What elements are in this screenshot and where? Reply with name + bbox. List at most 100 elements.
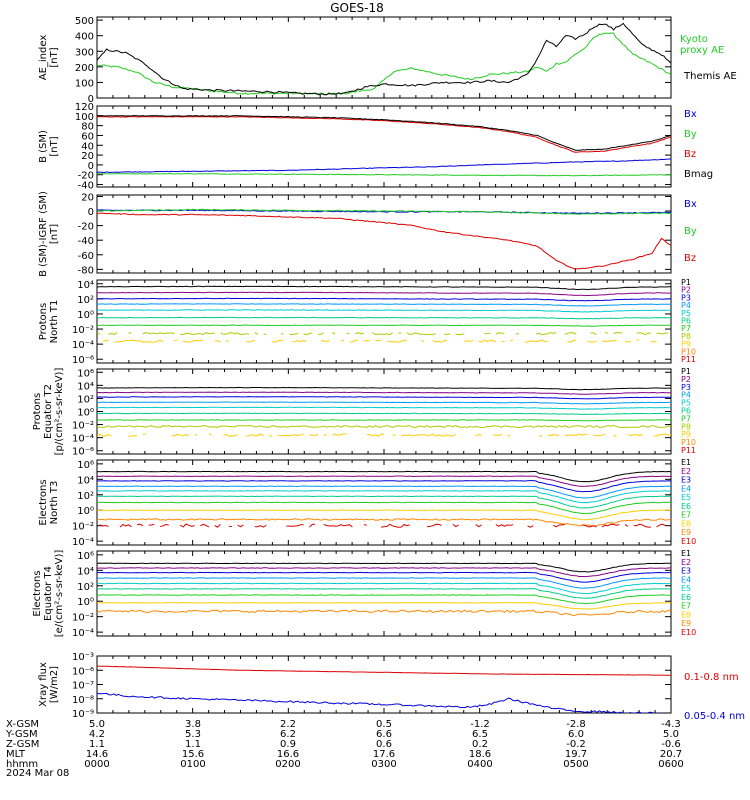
channel-line-e9	[97, 609, 671, 617]
footer-value: -0.2	[566, 739, 586, 750]
channel-line-p2	[97, 391, 671, 395]
footer-row-label: hhmm	[6, 759, 38, 770]
channel-line-e10	[254, 524, 267, 528]
channel-line-p9	[401, 433, 457, 437]
panel-pe: 10⁶ 10⁴ 10² 10⁰ 10⁻² 10⁻⁴ 10⁻⁶ Protons Equator T…	[32, 367, 696, 458]
footer-value: 0.2	[472, 739, 488, 750]
series-line-themis-ae	[97, 22, 671, 96]
series-line-bz	[97, 115, 671, 153]
channel-line-e10	[159, 523, 169, 528]
channel-line-e8	[97, 601, 671, 610]
legend-label: P3	[681, 293, 691, 302]
channel-line-p9	[142, 433, 146, 435]
y-tick-label: 10²	[77, 394, 94, 405]
legend-label: E9	[681, 619, 691, 628]
channel-line-p9	[183, 339, 204, 343]
y-tick-label: 10⁰	[77, 310, 94, 321]
channel-line-p9	[567, 339, 577, 343]
y-tick-label: 10⁻⁶	[72, 447, 94, 458]
legend-label: E7	[681, 511, 691, 520]
channel-line-e10	[452, 523, 459, 528]
y-axis-label: B (SM)	[38, 130, 49, 163]
channel-line-e10	[624, 523, 629, 527]
channel-line-p9	[171, 433, 190, 437]
y-tick-label: 10⁴	[77, 280, 94, 291]
footer-value: 17.6	[373, 749, 395, 760]
channel-line-p9	[538, 435, 543, 437]
channel-line-p9	[246, 339, 256, 343]
channel-line-e10	[200, 523, 210, 528]
channel-line-p9	[475, 434, 482, 437]
y-axis-label: Electrons	[38, 479, 49, 525]
y-tick-label: 10⁻⁶	[72, 355, 94, 366]
series-group	[97, 470, 671, 528]
y-tick-label: 10⁰	[77, 597, 94, 608]
channel-line-p9	[320, 339, 330, 343]
y-axis-label: Protons	[32, 393, 43, 430]
channel-line-p9	[114, 339, 164, 343]
channel-line-e10	[309, 523, 316, 528]
series-line-bmag	[97, 115, 671, 151]
y-tick-label: 0	[88, 207, 94, 218]
footer-value: 0.5	[376, 719, 392, 730]
y-axis-label: [W/m2]	[49, 666, 60, 703]
channel-line-p9	[547, 433, 560, 437]
y-tick-label: 10⁶	[77, 460, 94, 471]
channel-line-p8	[128, 332, 132, 334]
y-tick-label: 80	[81, 122, 94, 133]
channel-line-p9	[225, 339, 230, 343]
channel-line-p7	[97, 419, 671, 422]
y-axis-label: [nT]	[49, 47, 60, 67]
footer-value: 0100	[180, 759, 205, 770]
channel-line-e5	[97, 582, 671, 595]
y-tick-label: 10⁻⁷	[72, 681, 94, 692]
channel-line-p8	[317, 332, 324, 335]
legend-label: P4	[681, 391, 691, 400]
legend-label: P2	[681, 375, 691, 384]
channel-line-p9	[102, 339, 109, 342]
legend-label: By	[684, 129, 697, 140]
channel-line-p8	[495, 332, 505, 335]
legend-label: E6	[681, 593, 691, 602]
footer-row-label: MLT	[6, 749, 26, 760]
footer-value: 1.1	[89, 739, 105, 750]
legend-label: E8	[681, 610, 691, 619]
panel-bigrf: 20 0 -20 -40 -60 -80 B (SM)-IGRF (SM) [nT] Bx By B…	[38, 191, 697, 277]
channel-line-p8	[444, 333, 451, 335]
channel-line-e10	[286, 524, 304, 527]
legend-label: P9	[681, 430, 691, 439]
legend-label: P9	[681, 340, 691, 349]
panel-frame	[96, 368, 672, 455]
channel-line-p9	[340, 339, 344, 342]
legend-label: Bx	[684, 109, 697, 120]
y-tick-label: 10⁻⁶	[72, 666, 94, 677]
channel-line-p9	[277, 433, 304, 437]
series-group	[97, 562, 671, 617]
y-tick-label: 20	[81, 151, 94, 162]
channel-line-p9	[627, 433, 643, 437]
legend-label: P11	[681, 446, 696, 455]
footer-value: 6.5	[472, 729, 488, 740]
footer-value: 5.0	[663, 729, 679, 740]
legend-label: Themis AE	[683, 71, 737, 82]
channel-line-e10	[99, 524, 109, 527]
channel-line-p9	[214, 340, 221, 343]
legend-label: E4	[681, 575, 691, 584]
y-tick-label: 10⁻⁴	[72, 340, 94, 351]
legend-label: P6	[681, 407, 691, 416]
footer-value: 0200	[275, 759, 300, 770]
footer-value: -4.3	[661, 719, 681, 730]
channel-line-p8	[180, 332, 215, 336]
channel-line-p8	[220, 332, 250, 336]
panel-xray: 10⁻³ 10⁻⁶ 10⁻⁷ 10⁻⁸ 10⁻⁹ Xray flux [W/m2] 0.1-0…	[38, 652, 745, 722]
y-axis-label: B (SM)-IGRF (SM)	[38, 191, 49, 277]
legend-label: E5	[681, 493, 691, 502]
channel-line-p8	[254, 332, 258, 335]
channel-line-p9	[309, 433, 319, 437]
footer-value: 3.8	[185, 719, 201, 730]
channel-line-p6	[97, 412, 671, 415]
y-tick-label: -60	[78, 251, 94, 262]
channel-line-e10	[527, 525, 534, 528]
legend-label: P8	[681, 332, 691, 341]
